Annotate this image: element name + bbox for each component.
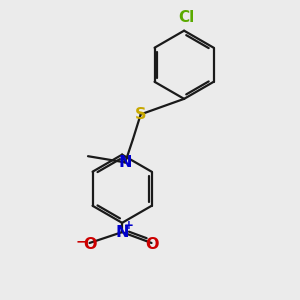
Text: S: S <box>135 107 146 122</box>
Text: O: O <box>83 237 96 252</box>
Text: N: N <box>116 225 129 240</box>
Text: −: − <box>75 234 87 248</box>
Text: O: O <box>145 237 158 252</box>
Text: N: N <box>118 155 132 170</box>
Text: Cl: Cl <box>178 10 195 25</box>
Text: +: + <box>124 219 134 232</box>
